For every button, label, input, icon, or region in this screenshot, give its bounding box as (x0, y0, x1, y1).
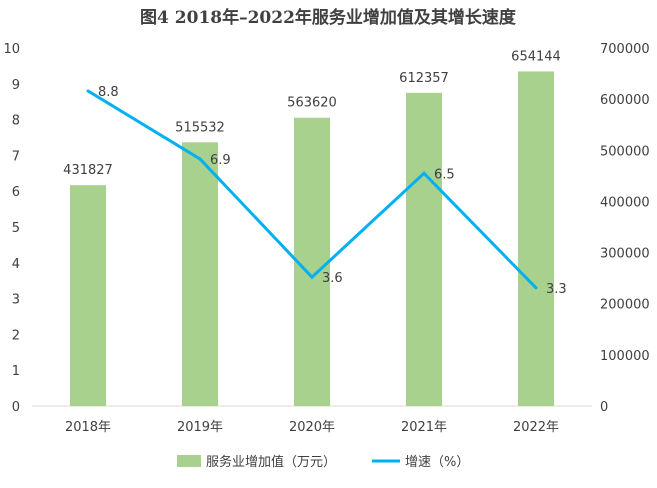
x-tick-label: 2020年 (289, 420, 335, 435)
bar-data-label: 515532 (175, 120, 225, 135)
left-tick-label: 2 (12, 328, 20, 343)
bar-data-label: 612357 (399, 71, 449, 86)
left-tick-label: 6 (12, 185, 20, 200)
right-tick-label: 0 (600, 400, 608, 415)
legend-line-label: 增速（%） (405, 455, 469, 470)
right-tick-label: 300000 (600, 247, 650, 262)
line-point (534, 286, 538, 290)
x-tick-label: 2018年 (65, 420, 111, 435)
line-data-label: 8.8 (98, 85, 119, 100)
legend-bar-label: 服务业增加值（万元） (206, 454, 336, 470)
x-tick-label: 2021年 (401, 420, 447, 435)
line-point (310, 275, 314, 279)
line-data-label: 6.9 (210, 153, 231, 168)
legend-bar-swatch (177, 455, 201, 467)
x-tick-label: 2019年 (177, 420, 223, 435)
bar-data-label: 431827 (63, 163, 113, 178)
left-tick-label: 7 (12, 149, 20, 164)
bar-data-label: 563620 (287, 96, 337, 111)
line-data-label: 3.3 (546, 282, 567, 297)
line-data-label: 3.6 (322, 271, 343, 286)
bar (70, 185, 106, 406)
x-tick-label: 2022年 (513, 420, 559, 435)
right-tick-label: 700000 (600, 42, 650, 57)
bar (182, 142, 218, 406)
line-data-label: 6.5 (434, 167, 455, 182)
left-tick-label: 4 (12, 257, 20, 272)
left-tick-label: 5 (12, 221, 20, 236)
bar (518, 71, 554, 406)
line-point (422, 171, 426, 175)
line-point (198, 157, 202, 161)
bar-data-label: 654144 (511, 49, 561, 64)
bar (294, 117, 330, 406)
right-tick-label: 500000 (600, 144, 650, 159)
left-tick-label: 3 (12, 293, 20, 308)
left-tick-label: 8 (12, 114, 20, 129)
left-tick-label: 9 (12, 78, 20, 93)
right-tick-label: 400000 (600, 195, 650, 210)
chart-title: 图4 2018年–2022年服务业增加值及其增长速度 (140, 7, 517, 28)
line-point (86, 89, 90, 93)
right-tick-label: 600000 (600, 93, 650, 108)
bar (406, 92, 442, 407)
left-tick-label: 1 (12, 364, 20, 379)
left-tick-label: 10 (3, 42, 20, 57)
right-tick-label: 200000 (600, 298, 650, 313)
left-tick-label: 0 (12, 400, 20, 415)
right-tick-label: 100000 (600, 349, 650, 364)
